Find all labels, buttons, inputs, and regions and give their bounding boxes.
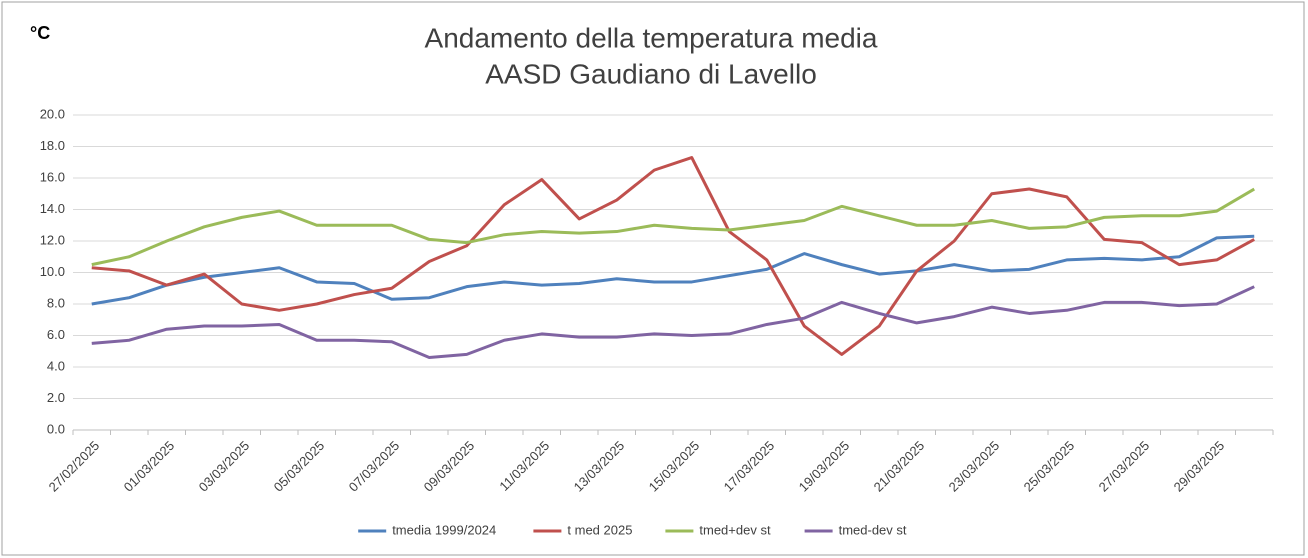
series-line	[91, 187, 1256, 267]
series-line	[91, 156, 1255, 356]
chart-title: Andamento della temperatura media	[425, 22, 878, 53]
chart-title: AASD Gaudiano di Lavello	[485, 58, 817, 89]
y-tick-label: 14.0	[40, 201, 65, 216]
series-line	[91, 285, 1255, 360]
y-tick-label: 2.0	[47, 390, 65, 405]
y-tick-label: 20.0	[40, 106, 65, 121]
legend-label: t med 2025	[567, 522, 632, 537]
y-tick-label: 6.0	[47, 327, 65, 342]
y-tick-label: 12.0	[40, 232, 65, 247]
y-tick-label: 8.0	[47, 295, 65, 310]
y-tick-label: 18.0	[40, 138, 65, 153]
y-tick-label: 10.0	[40, 264, 65, 279]
legend-label: tmedia 1999/2024	[392, 522, 496, 537]
y-tick-label: 16.0	[40, 169, 65, 184]
series-line	[91, 234, 1255, 306]
y-tick-label: 0.0	[47, 421, 65, 436]
legend-label: tmed+dev st	[699, 522, 771, 537]
y-axis-label: °C	[30, 23, 50, 43]
legend-label: tmed-dev st	[839, 522, 907, 537]
y-tick-label: 4.0	[47, 358, 65, 373]
